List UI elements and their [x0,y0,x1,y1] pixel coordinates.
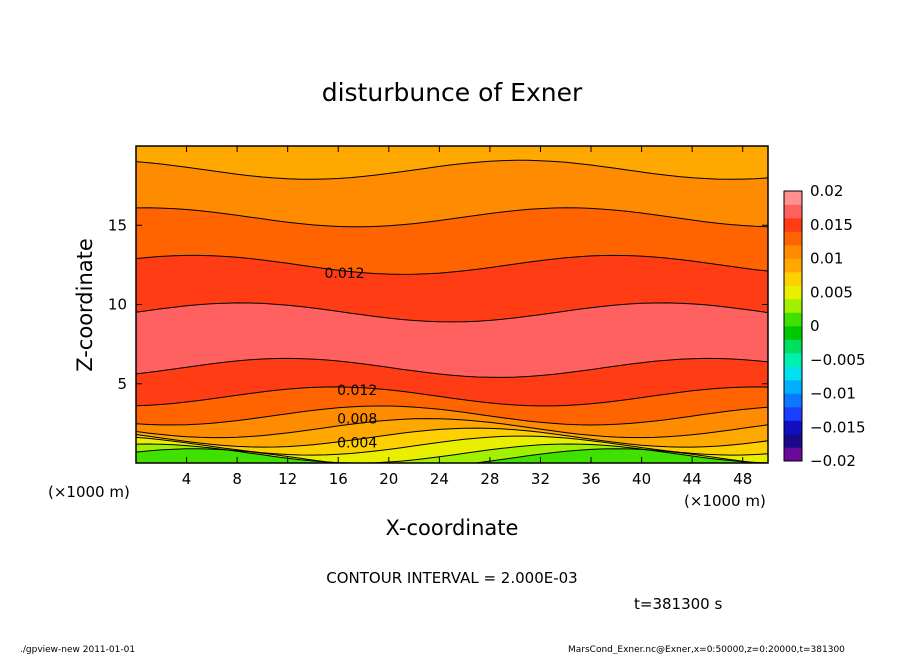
contour-interval-text: CONTOUR INTERVAL = 2.000E-03 [326,569,577,587]
contour-line [136,207,768,228]
contour-line [136,418,768,439]
contour-line [136,302,768,323]
colorbar-cell [784,366,802,381]
contour-line [136,405,768,426]
colorbar-cell [784,245,802,259]
x-tick-label: 32 [531,470,550,488]
colorbar-tick-label: 0.02 [810,182,843,200]
x-tick-label: 44 [683,470,702,488]
colorbar-tick-label: −0.01 [810,385,856,403]
contour-labels: 0.012 0.012 0.008 0.004 [325,266,378,452]
contour-band [136,146,768,180]
contour-line [136,254,768,275]
colorbar-cell [784,191,802,205]
chart-title: disturbunce of Exner [322,78,583,107]
colorbar-tick-label: −0.02 [810,452,856,470]
x-unit-label: (×1000 m) [684,492,766,510]
x-tick-label: 24 [430,470,449,488]
contour-label: 0.012 [325,266,365,282]
x-axis-ticks: 4 8 12 16 20 24 28 32 36 40 44 48 [182,146,752,488]
contour-line [136,357,768,378]
colorbar-cell [784,447,802,462]
colorbar-cell [784,434,802,448]
colorbar-cell [784,407,802,421]
colorbar-tick-label: −0.015 [810,418,866,436]
x-tick-label: 12 [278,470,297,488]
contour-band [136,207,768,275]
x-tick-label: 4 [182,470,192,488]
contour-band [136,406,768,438]
x-tick-label: 48 [733,470,752,488]
colorbar-tick-label: 0.01 [810,250,843,268]
colorbar-cell [784,218,802,232]
colorbar-cell [784,420,802,435]
y-tick-label: 15 [108,216,127,234]
contour-band [136,428,768,456]
y-axis-ticks: 5 10 15 [108,216,768,393]
contour-line [136,159,768,180]
contour-lines [136,159,768,463]
y-unit-label: (×1000 m) [48,483,130,501]
colorbar-frame [783,190,803,462]
contour-band [136,386,768,425]
contour-band [136,436,768,463]
contour-fill-bands [136,146,768,463]
colorbar-cell [784,312,802,327]
contour-line [136,448,761,463]
footer-right-text: MarsCond_Exner.nc@Exner,x=0:50000,z=0:20… [568,645,845,654]
y-tick-label: 5 [117,375,127,393]
y-tick-label: 10 [108,296,127,314]
colorbar-cell [784,272,802,286]
contour-band [136,358,768,406]
colorbar-cell [784,231,802,246]
colorbar-cell [784,380,802,394]
contour-line [136,443,768,463]
contour-band [136,302,768,378]
contour-band [136,418,768,448]
x-tick-label: 16 [329,470,348,488]
colorbar-cell [784,204,802,219]
colorbar-tick-label: 0.005 [810,283,853,301]
x-tick-label: 28 [480,470,499,488]
colorbar-cell [784,258,802,273]
contour-line [136,386,768,407]
colorbar-cell [784,353,802,367]
y-axis-label: Z-coordinate [73,238,97,372]
colorbar-tick-label: 0.015 [810,216,853,234]
x-tick-label: 8 [232,470,242,488]
footer-left-text: ./gpview-new 2011-01-01 [20,645,135,654]
x-tick-label: 36 [581,470,600,488]
contour-label: 0.008 [337,412,377,428]
x-axis-label: X-coordinate [386,516,519,540]
colorbar-cell [784,285,802,300]
contour-line [136,427,768,448]
contour-band [136,160,768,227]
colorbar-cell [784,326,802,340]
colorbar-tick-label: 0 [810,317,820,335]
contour-line [136,435,768,456]
colorbar-tick-label: −0.005 [810,351,866,369]
colorbar-cell [784,339,802,354]
contour-label: 0.012 [337,383,377,399]
colorbar-cell [784,393,802,408]
x-tick-label: 20 [379,470,398,488]
x-tick-label: 40 [632,470,651,488]
colorbar-cell [784,299,802,313]
contour-label: 0.004 [337,435,377,451]
time-text: t=381300 s [634,595,722,613]
colorbar: 0.02 0.015 0.01 0.005 0 −0.005 −0.01 −0.015 −0.0… [783,182,866,470]
